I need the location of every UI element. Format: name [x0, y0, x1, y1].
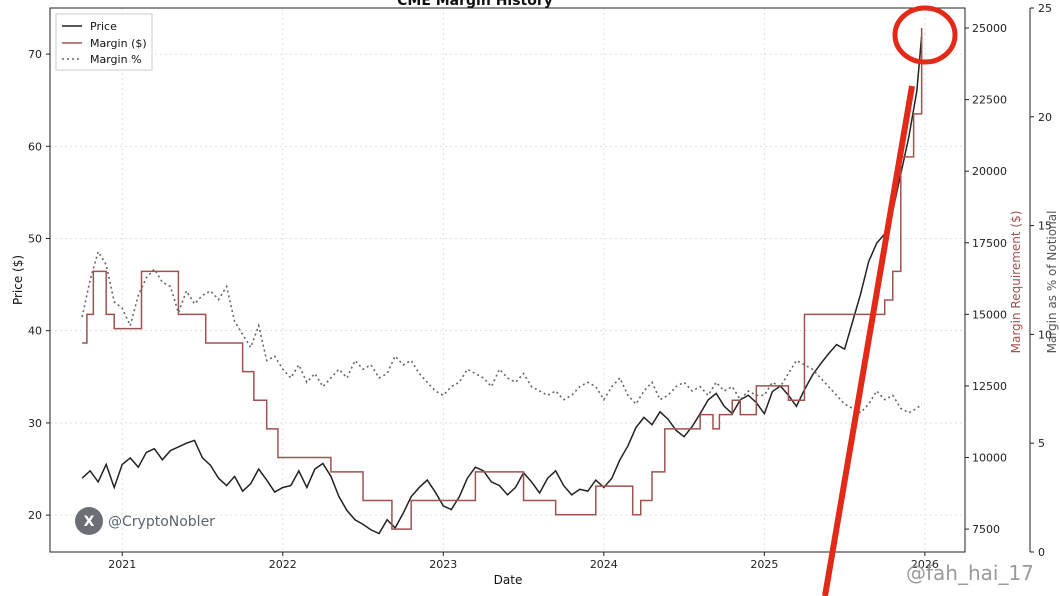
y-margin-tick-label: 7500: [972, 523, 1000, 536]
y-left-tick-label: 60: [28, 140, 42, 153]
y-left-tick-label: 30: [28, 417, 42, 430]
legend: Price Margin ($) Margin %: [55, 13, 153, 71]
annotation: [822, 5, 958, 596]
annotation-circle: [892, 5, 958, 65]
y-left-tick-label: 20: [28, 509, 42, 522]
y-pct-tick-label: 25: [1038, 2, 1052, 15]
y-axis-label-pct: Margin as % of Notional: [1045, 211, 1059, 354]
y-axis-label-margin: Margin Requirement ($): [1009, 211, 1023, 354]
y-margin-tick-label: 20000: [972, 165, 1007, 178]
y-margin-tick-label: 12500: [972, 380, 1007, 393]
margin-step-line: [82, 28, 923, 530]
price-line: [81, 35, 923, 535]
y-margin-tick-label: 10000: [972, 452, 1007, 465]
watermark-left-text: @CryptoNobler: [108, 514, 215, 530]
x-tick-label: 2025: [750, 558, 778, 571]
x-logo-icon: [75, 507, 103, 535]
y-pct-tick-label: 0: [1038, 546, 1045, 559]
plot-frame: [49, 7, 966, 553]
y-pct-tick-label: 5: [1038, 437, 1045, 450]
y-axis-label-left: Price ($): [11, 255, 25, 305]
x-axis-label: Date: [494, 573, 523, 587]
legend-pct-label: Margin %: [90, 53, 142, 66]
x-tick-label: 2023: [429, 558, 457, 571]
watermark-left: X @CryptoNobler: [75, 507, 215, 535]
y-margin-tick-label: 25000: [972, 22, 1007, 35]
margin-pct-line: [81, 249, 923, 414]
svg-text:X: X: [84, 514, 95, 530]
legend-price-label: Price: [90, 20, 117, 33]
x-tick-label: 2026: [911, 558, 939, 571]
x-tick-label: 2022: [269, 558, 297, 571]
plot-area: [81, 28, 923, 535]
y-pct-tick-label: 10: [1038, 328, 1052, 341]
watermark-right: @fah_hai_17: [906, 561, 1034, 585]
y-pct-tick-label: 20: [1038, 111, 1052, 124]
legend-margin-label: Margin ($): [90, 37, 147, 50]
y-margin-tick-label: 15000: [972, 308, 1007, 321]
y-pct-tick-label: 15: [1038, 220, 1052, 233]
x-tick-label: 2021: [108, 558, 136, 571]
y-left-tick-label: 50: [28, 233, 42, 246]
y-margin-tick-label: 22500: [972, 94, 1007, 107]
annotation-arrow-line: [822, 85, 915, 596]
y-left-tick-label: 70: [28, 48, 42, 61]
grid: [50, 8, 965, 552]
chart-title: CME Margin History: [397, 0, 553, 9]
y-margin-tick-label: 17500: [972, 237, 1007, 250]
y-left-tick-label: 40: [28, 325, 42, 338]
axes: 2021 2022 2023 2024 2025 20262030405060707500…: [28, 2, 1052, 571]
x-tick-label: 2024: [590, 558, 618, 571]
